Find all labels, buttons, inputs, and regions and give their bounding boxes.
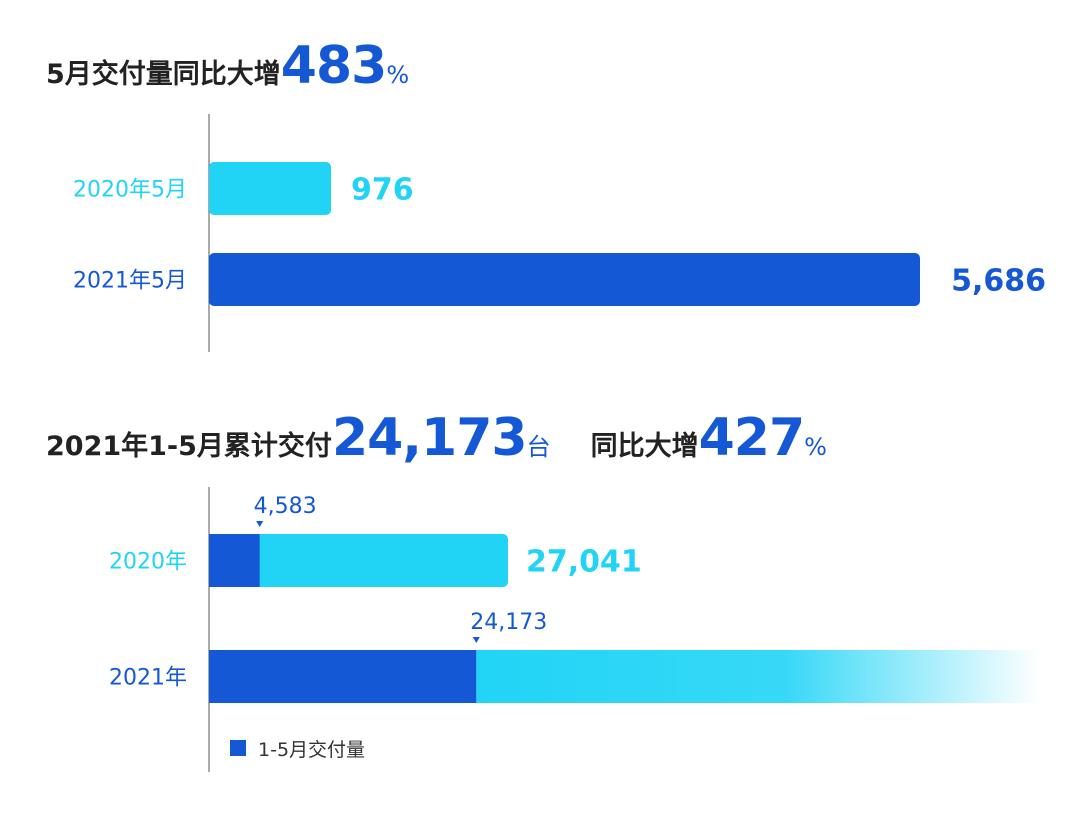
title-growth-value: 427: [698, 408, 806, 468]
jan-may-value-label: 24,173: [470, 610, 547, 635]
title-may-prefix: 5月交付量同比大增: [46, 59, 281, 90]
category-label: 2021年: [109, 666, 187, 691]
bar-2020-may: [209, 162, 332, 215]
total-value-label: 27,041: [526, 545, 642, 580]
value-label: 5,686: [951, 264, 1046, 299]
category-label: 2020年5月: [73, 178, 187, 203]
bar-jan-may-2021: [209, 650, 477, 703]
marker-triangle: [472, 637, 480, 643]
title-may-growth-value: 483: [280, 36, 388, 96]
title-cumulative-prefix: 2021年1-5月累计交付: [46, 431, 332, 462]
bar-2021-may: [209, 253, 920, 306]
category-label: 2020年: [109, 550, 187, 575]
legend-swatch: [230, 740, 246, 756]
chart-title-may: 5月交付量同比大增483%: [46, 36, 409, 96]
marker-triangle: [256, 521, 264, 527]
bar-2021-remaining-year: [476, 650, 1040, 703]
category-label: 2021年5月: [73, 269, 187, 294]
chart-title-cumulative: 2021年1-5月累计交付24,173台 同比大增427%: [46, 408, 827, 468]
title-growth-suffix: %: [804, 433, 827, 461]
jan-may-value-label: 4,583: [254, 494, 317, 519]
bar-2020-full-year: [209, 534, 508, 587]
title-cumulative-value: 24,173: [331, 408, 528, 468]
title-cumulative-unit: 台: [526, 433, 551, 461]
bar-jan-may-2020: [209, 534, 260, 587]
legend-label: 1-5月交付量: [258, 739, 365, 761]
title-may-growth-suffix: %: [386, 61, 410, 89]
title-growth-label: 同比大增: [590, 431, 699, 462]
value-label: 976: [351, 173, 414, 208]
